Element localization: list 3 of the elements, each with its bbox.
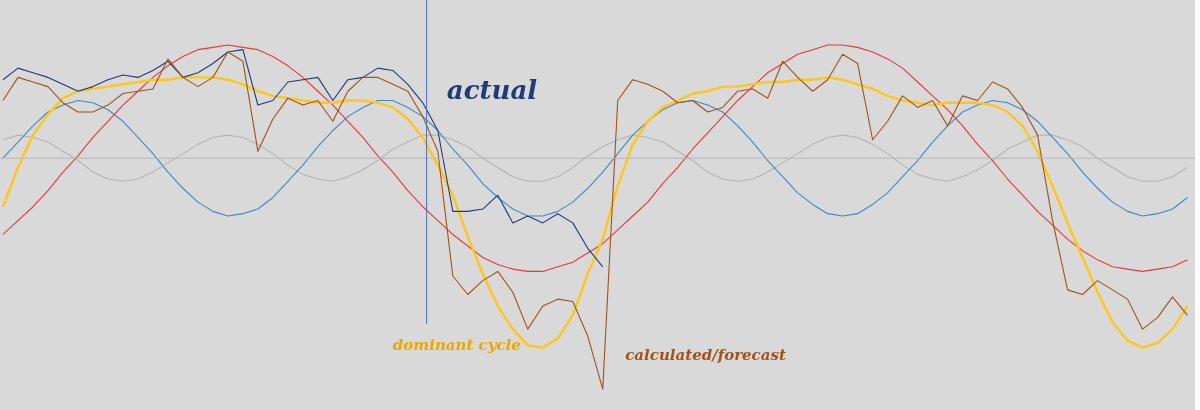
series-label: actual [446,75,538,106]
series-label: dominant cycle [392,336,521,355]
series-label: calculated/forecast [625,345,786,364]
